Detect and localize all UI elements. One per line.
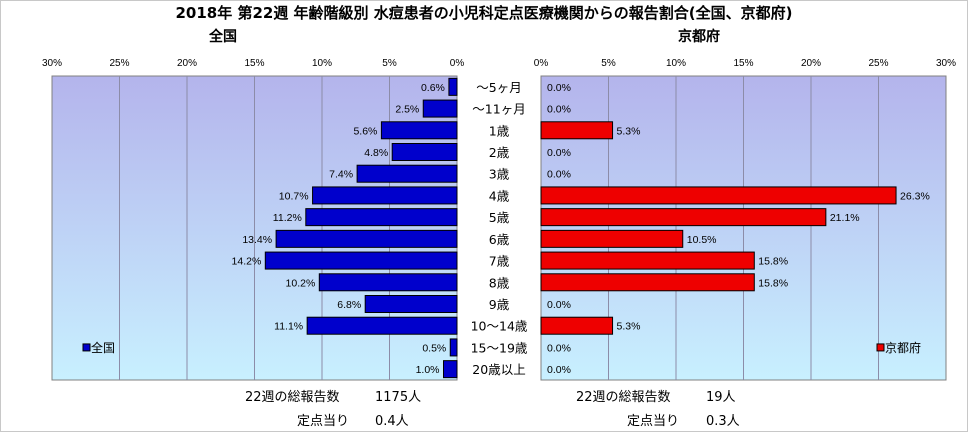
national-bar: [391, 143, 458, 161]
national-data-label: 1.0%: [416, 364, 440, 376]
kyoto-data-label: 0.0%: [547, 104, 571, 116]
kyoto-data-label: 15.8%: [758, 256, 788, 268]
kyoto-tick-label: 10%: [666, 58, 686, 69]
national-bar: [275, 229, 458, 248]
kyoto-total-value: 19人: [706, 390, 736, 405]
kyoto-bar: [540, 273, 755, 292]
kyoto-bar: [540, 121, 614, 140]
kyoto-data-label: 0.0%: [547, 82, 571, 94]
national-bar: [305, 208, 458, 227]
chart-title: 2018年 第22週 年齢階級別 水痘患者の小児科定点医療機関からの報告割合(全…: [175, 4, 793, 22]
age-group-label: 7歳: [489, 254, 510, 269]
age-group-label: 10～14歳: [471, 319, 528, 334]
kyoto-legend-label: 京都府: [885, 340, 921, 355]
kyoto-legend-swatch: [876, 343, 885, 352]
kyoto-panel-title: 京都府: [678, 29, 720, 45]
age-group-label: 8歳: [489, 275, 510, 290]
national-tick-label: 25%: [109, 58, 129, 69]
age-group-label: 5歳: [489, 210, 510, 225]
national-panel-title: 全国: [209, 29, 237, 45]
national-data-label: 11.1%: [274, 321, 303, 333]
national-per-label: 定点当り: [297, 414, 350, 429]
national-total-value: 1175人: [375, 390, 422, 405]
national-bar: [318, 273, 458, 292]
national-legend-label: 全国: [91, 340, 115, 355]
national-data-label: 2.5%: [395, 104, 419, 116]
national-tick-label: 30%: [42, 58, 62, 69]
kyoto-tick-label: 0%: [534, 58, 549, 69]
kyoto-tick-label: 20%: [801, 58, 821, 69]
age-group-label: 6歳: [489, 232, 510, 247]
kyoto-data-label: 0.0%: [547, 342, 571, 354]
kyoto-data-label: 0.0%: [547, 169, 571, 181]
national-data-label: 5.6%: [353, 125, 377, 137]
national-per-value: 0.4人: [375, 414, 409, 429]
kyoto-data-label: 10.5%: [687, 234, 717, 246]
national-tick-label: 10%: [312, 58, 332, 69]
national-bar: [306, 316, 458, 335]
national-bar: [422, 99, 458, 118]
kyoto-data-label: 0.0%: [547, 147, 571, 159]
national-data-label: 13.4%: [242, 234, 272, 246]
national-tick-label: 20%: [177, 58, 197, 69]
age-group-label: 20歳以上: [472, 362, 525, 377]
kyoto-tick-label: 30%: [936, 58, 956, 69]
national-bar: [449, 338, 458, 357]
age-group-label: 2歳: [489, 145, 510, 160]
national-data-label: 7.4%: [329, 169, 353, 181]
kyoto-data-label: 15.8%: [758, 277, 788, 289]
national-legend-swatch: [82, 343, 91, 352]
national-data-label: 0.6%: [421, 82, 445, 94]
kyoto-data-label: 26.3%: [900, 190, 930, 202]
national-tick-label: 0%: [450, 58, 465, 69]
national-bar: [264, 251, 458, 270]
national-data-label: 4.8%: [364, 147, 388, 159]
age-group-label: 9歳: [489, 297, 510, 312]
national-tick-label: 15%: [244, 58, 264, 69]
national-bar: [364, 295, 458, 313]
kyoto-data-label: 0.0%: [547, 299, 571, 311]
kyoto-bar: [540, 316, 614, 335]
kyoto-data-label: 5.3%: [617, 321, 641, 333]
kyoto-data-label: 5.3%: [617, 125, 641, 137]
kyoto-data-label: 0.0%: [547, 364, 571, 376]
kyoto-bar: [540, 208, 827, 227]
kyoto-bar: [540, 186, 897, 205]
national-data-label: 6.8%: [337, 299, 361, 311]
age-group-label: 4歳: [489, 188, 510, 203]
kyoto-data-label: 21.1%: [830, 212, 860, 224]
kyoto-per-label: 定点当り: [627, 414, 680, 429]
national-tick-label: 5%: [382, 58, 397, 69]
national-bar: [356, 164, 458, 183]
kyoto-tick-label: 5%: [601, 58, 616, 69]
age-group-label: ～11ヶ月: [472, 102, 525, 117]
age-group-label: 3歳: [489, 167, 510, 182]
national-bar: [312, 186, 458, 205]
national-bar: [448, 77, 458, 96]
kyoto-total-label: 22週の総報告数: [576, 390, 671, 405]
national-data-label: 10.7%: [279, 190, 309, 202]
national-total-label: 22週の総報告数: [245, 390, 340, 405]
kyoto-bar: [540, 251, 755, 270]
kyoto-tick-label: 15%: [733, 58, 753, 69]
age-group-label: 1歳: [489, 123, 510, 138]
age-group-label: ～5ヶ月: [476, 80, 521, 95]
age-group-label: 15～19歳: [471, 340, 528, 355]
kyoto-per-value: 0.3人: [706, 414, 740, 429]
national-bar: [443, 360, 458, 379]
national-data-label: 10.2%: [286, 277, 316, 289]
national-data-label: 0.5%: [422, 342, 446, 354]
national-data-label: 11.2%: [273, 212, 302, 224]
kyoto-bar: [540, 229, 684, 248]
kyoto-tick-label: 25%: [868, 58, 888, 69]
national-data-label: 14.2%: [232, 256, 262, 268]
national-bar: [380, 121, 458, 140]
